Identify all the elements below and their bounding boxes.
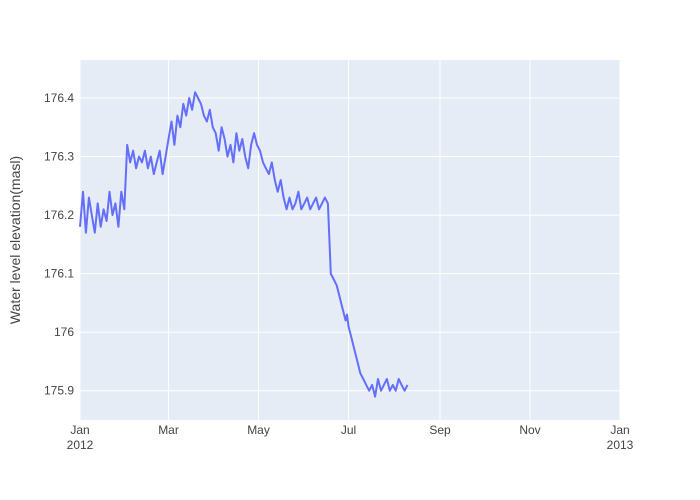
y-tick-label: 176.2 [44, 208, 74, 222]
x-tick-year-label: 2012 [67, 438, 94, 452]
water-level-series-line [79, 91, 409, 398]
gridlines [79, 60, 621, 420]
x-tick-label: Mar [158, 423, 179, 437]
y-tick-label: 176.4 [44, 91, 74, 105]
y-tick-label: 176 [54, 325, 74, 339]
x-tick-label: Jul [341, 423, 356, 437]
x-tick-label: Sep [429, 423, 451, 437]
y-tick-label: 176.1 [44, 267, 74, 281]
x-tick-label: Jan [70, 423, 89, 437]
x-tick-label: Nov [519, 423, 540, 437]
y-axis-ticks: 175.9 176 176.1 176.2 176.3 176.4 [44, 91, 74, 398]
y-axis-title: Water level elevation(masl) [7, 156, 23, 324]
x-tick-label: Jan [610, 423, 629, 437]
x-tick-label: May [247, 423, 270, 437]
series-layer [79, 91, 409, 398]
y-tick-label: 176.3 [44, 150, 74, 164]
plot-background [80, 60, 620, 420]
y-tick-label: 175.9 [44, 384, 74, 398]
x-tick-year-label: 2013 [607, 438, 634, 452]
